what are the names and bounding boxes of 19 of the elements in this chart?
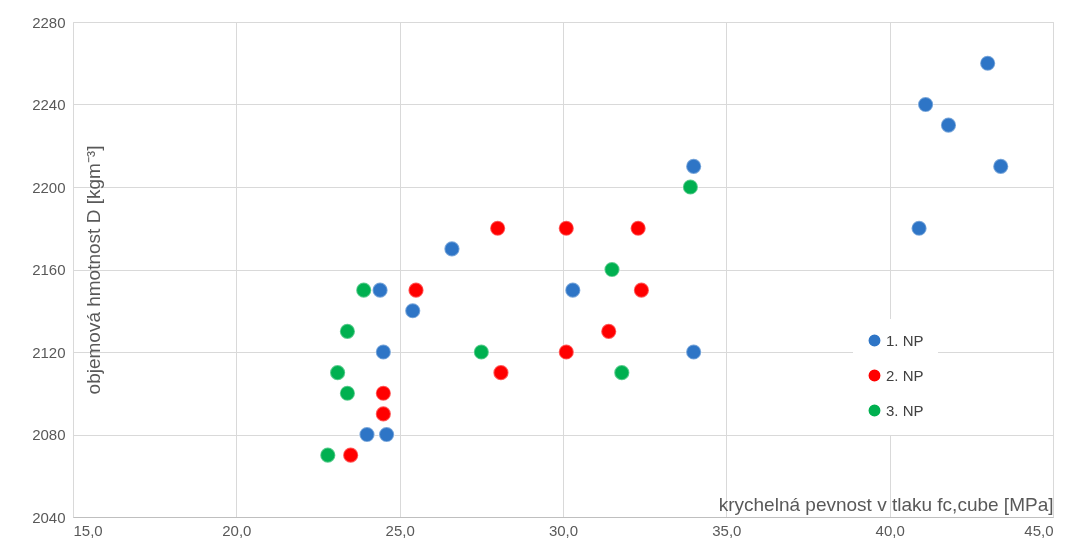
- y-tick-label: 2080: [32, 426, 66, 443]
- x-tick-label: 20,0: [222, 521, 252, 539]
- x-tick-label: 30,0: [548, 521, 579, 539]
- y-tick-label: 2120: [32, 343, 66, 361]
- x-axis-title: krychelná pevnost v tlaku fc,cube [MPa]: [718, 493, 1054, 515]
- legend-label: 1. NP: [886, 331, 924, 349]
- y-tick-label: 2280: [32, 13, 66, 31]
- x-tick-label: 15,0: [73, 521, 103, 539]
- y-axis-title: objemová hmotnost D [kgm⁻³]: [82, 145, 104, 395]
- y-tick-label: 2040: [32, 508, 66, 526]
- x-tick-label: 45,0: [1024, 521, 1054, 539]
- x-tick-label: 35,0: [712, 521, 742, 539]
- y-tick-label: 2240: [32, 96, 66, 113]
- x-tick-label: 25,0: [385, 521, 415, 539]
- legend-label: 2. NP: [886, 366, 924, 384]
- legend-label: 3. NP: [886, 401, 924, 419]
- y-tick-label: 2200: [32, 178, 66, 196]
- y-tick-label: 2160: [32, 261, 66, 278]
- x-tick-label: 40,0: [875, 521, 905, 539]
